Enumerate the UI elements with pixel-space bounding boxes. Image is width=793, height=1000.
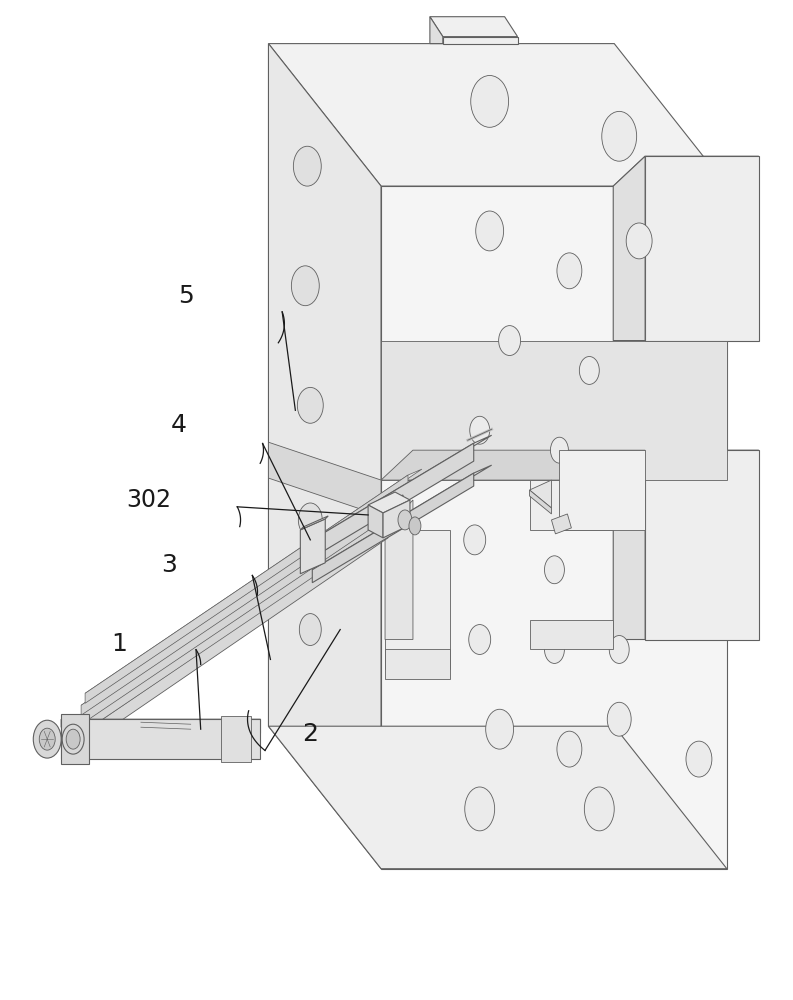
Ellipse shape <box>471 75 508 127</box>
Ellipse shape <box>409 517 421 535</box>
Polygon shape <box>269 44 727 186</box>
Ellipse shape <box>609 636 629 663</box>
Ellipse shape <box>499 326 520 356</box>
Ellipse shape <box>550 437 569 463</box>
Polygon shape <box>73 505 410 729</box>
Polygon shape <box>66 503 402 729</box>
Polygon shape <box>85 469 422 693</box>
Ellipse shape <box>465 787 495 831</box>
Polygon shape <box>530 620 613 649</box>
Polygon shape <box>613 156 646 341</box>
Text: 4: 4 <box>170 413 187 437</box>
Ellipse shape <box>584 787 615 831</box>
Polygon shape <box>77 493 414 717</box>
Polygon shape <box>381 450 646 480</box>
Ellipse shape <box>293 146 321 186</box>
Polygon shape <box>551 514 572 534</box>
Polygon shape <box>301 516 328 530</box>
Text: 5: 5 <box>178 284 193 308</box>
Polygon shape <box>69 500 440 742</box>
Polygon shape <box>530 490 551 514</box>
Ellipse shape <box>298 503 322 537</box>
Text: 302: 302 <box>126 488 171 512</box>
Polygon shape <box>430 17 442 44</box>
Polygon shape <box>613 156 759 186</box>
Ellipse shape <box>33 720 61 758</box>
Polygon shape <box>646 450 759 640</box>
Polygon shape <box>69 524 388 756</box>
Ellipse shape <box>545 636 565 663</box>
Polygon shape <box>370 510 403 526</box>
Polygon shape <box>613 450 759 480</box>
Ellipse shape <box>485 709 514 749</box>
Polygon shape <box>530 480 551 508</box>
Ellipse shape <box>557 253 582 289</box>
Ellipse shape <box>62 724 84 754</box>
Polygon shape <box>370 495 403 520</box>
Polygon shape <box>430 17 518 37</box>
Polygon shape <box>368 505 383 538</box>
Polygon shape <box>312 465 492 570</box>
Ellipse shape <box>398 510 412 530</box>
Polygon shape <box>385 530 450 669</box>
Polygon shape <box>385 649 450 679</box>
Ellipse shape <box>607 702 631 736</box>
Polygon shape <box>381 341 727 480</box>
Ellipse shape <box>464 525 485 555</box>
Polygon shape <box>368 492 410 513</box>
Polygon shape <box>269 726 727 869</box>
Polygon shape <box>269 442 381 516</box>
Ellipse shape <box>469 625 491 654</box>
Polygon shape <box>381 186 727 869</box>
Polygon shape <box>383 500 410 538</box>
Polygon shape <box>81 487 404 715</box>
Ellipse shape <box>476 211 504 251</box>
Ellipse shape <box>291 266 320 306</box>
Text: 1: 1 <box>111 632 127 656</box>
Polygon shape <box>81 481 418 705</box>
Polygon shape <box>646 156 759 341</box>
Polygon shape <box>85 475 408 703</box>
Polygon shape <box>61 714 89 764</box>
Ellipse shape <box>299 614 321 645</box>
Polygon shape <box>77 499 400 727</box>
Polygon shape <box>61 719 260 733</box>
Polygon shape <box>61 719 260 759</box>
Polygon shape <box>613 450 646 640</box>
Polygon shape <box>73 511 396 739</box>
Polygon shape <box>220 716 251 762</box>
Polygon shape <box>312 435 492 540</box>
Text: 2: 2 <box>302 722 318 746</box>
Text: 3: 3 <box>161 553 177 577</box>
Ellipse shape <box>66 729 80 749</box>
Ellipse shape <box>626 223 652 259</box>
Polygon shape <box>312 473 473 583</box>
Polygon shape <box>301 519 325 574</box>
Polygon shape <box>559 450 646 530</box>
Polygon shape <box>385 500 413 640</box>
Ellipse shape <box>580 357 600 384</box>
Polygon shape <box>442 37 518 44</box>
Ellipse shape <box>545 556 565 584</box>
Ellipse shape <box>297 387 324 423</box>
Ellipse shape <box>557 731 582 767</box>
Polygon shape <box>269 44 381 869</box>
Ellipse shape <box>602 111 637 161</box>
Ellipse shape <box>40 728 56 750</box>
Ellipse shape <box>686 741 712 777</box>
Polygon shape <box>530 480 613 530</box>
Ellipse shape <box>469 416 489 444</box>
Polygon shape <box>312 443 473 558</box>
